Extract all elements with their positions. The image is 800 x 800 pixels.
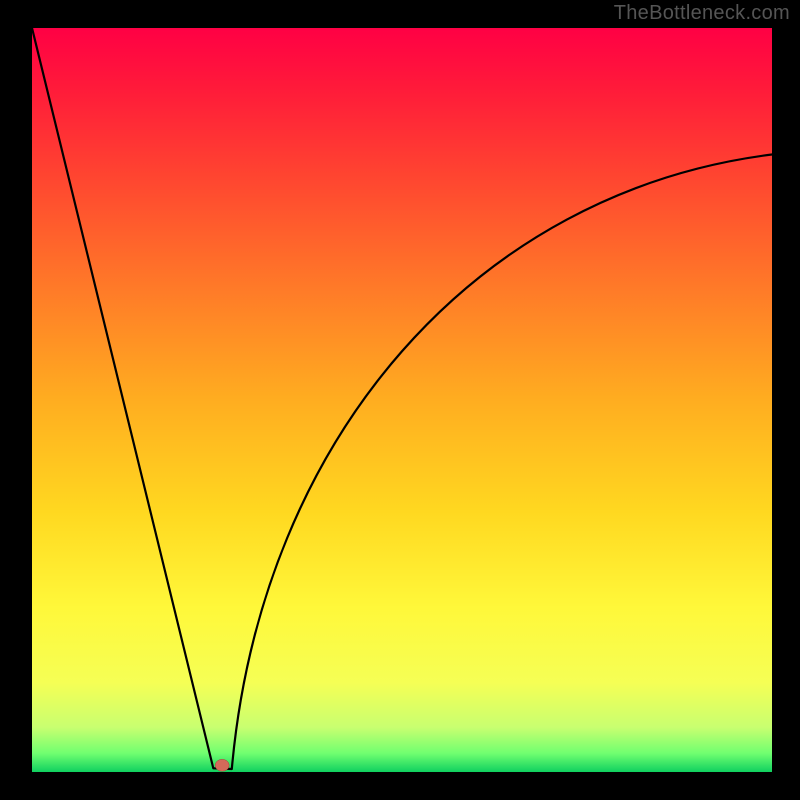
bottleneck-chart [32, 28, 772, 772]
watermark-text: TheBottleneck.com [614, 2, 790, 25]
gradient-background [32, 28, 772, 772]
